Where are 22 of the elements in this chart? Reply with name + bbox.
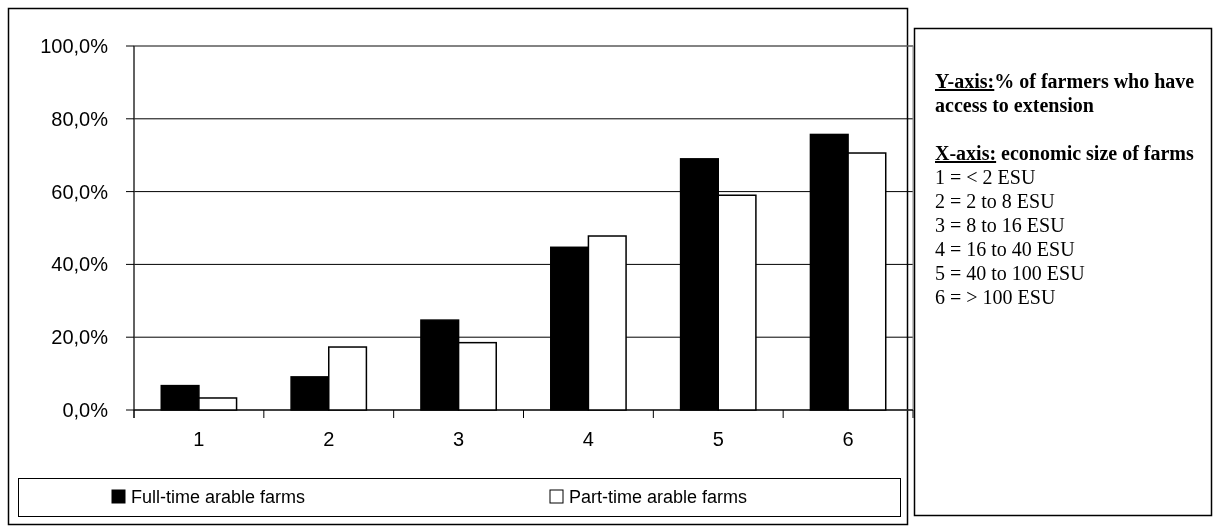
y-tick-label: 40,0%: [51, 253, 109, 276]
x-tick-label: 5: [712, 428, 724, 450]
legend-label: Full-time arable farms: [131, 487, 306, 508]
x-tick-label: 1: [193, 428, 205, 450]
x-tick-label: 6: [842, 428, 854, 450]
y-tick-label: 100,0%: [40, 35, 109, 57]
legend-label: Part-time arable farms: [569, 487, 748, 508]
y-tick-label: 0,0%: [62, 399, 109, 421]
text: 5 = 40 to 100 ESU: [935, 262, 1086, 284]
y-tick-label: 80,0%: [51, 107, 109, 130]
y-tick-label: 20,0%: [51, 326, 109, 349]
x-tick-label: 4: [582, 428, 594, 450]
y-tick-label: 60,0%: [51, 180, 109, 203]
x-tick-label: 3: [453, 428, 465, 450]
text: 6 = > 100 ESU: [935, 286, 1056, 308]
y-axis-title: Y-axis:% of farmers who have access to extension: [935, 70, 1195, 116]
text: 1 = < 2 ESU: [935, 166, 1036, 188]
text: 3 = 8 to 16 ESU: [935, 214, 1066, 236]
text: 2 = 2 to 8 ESU: [935, 190, 1056, 212]
x-tick-label: 2: [323, 428, 335, 450]
x-axis-title: X-axis: economic size of farms: [935, 142, 1195, 164]
text: 4 = 16 to 40 ESU: [935, 238, 1076, 260]
